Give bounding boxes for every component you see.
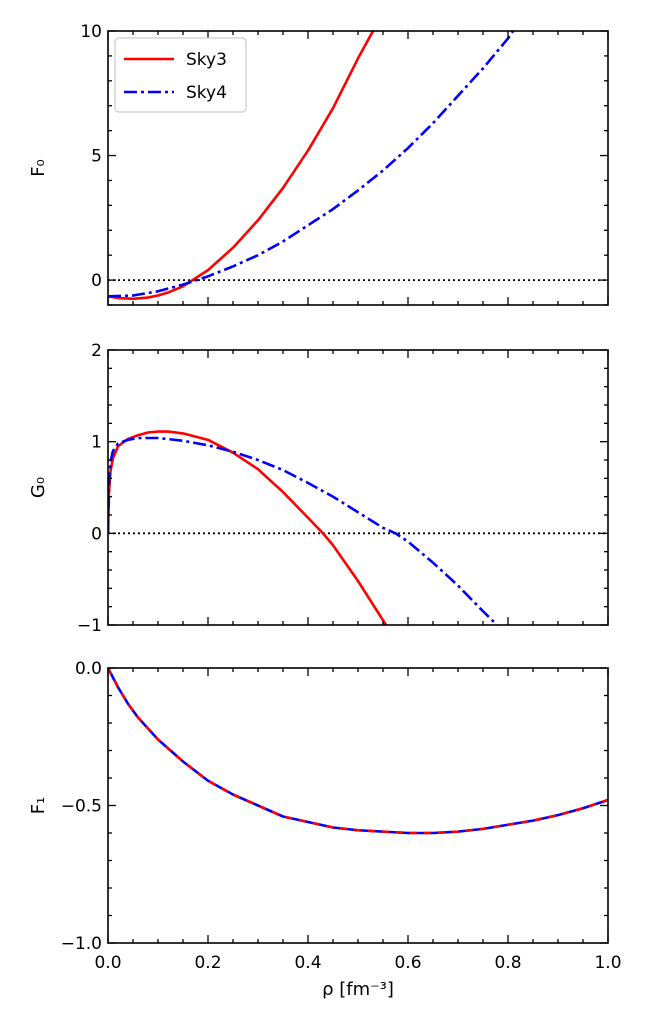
y-tick-label: 2 bbox=[91, 341, 102, 361]
legend-label-sky3: Sky3 bbox=[186, 50, 227, 70]
panel-G0: 2 1 0 −1 G₀ bbox=[28, 341, 609, 636]
y-tick-label: 0 bbox=[91, 524, 102, 544]
y-tick-label: 5 bbox=[91, 147, 102, 167]
panel-F0: 10 5 0 F₀ bbox=[28, 22, 609, 306]
legend-label-sky4: Sky4 bbox=[186, 83, 227, 103]
series-line-sky3-F1 bbox=[108, 668, 608, 835]
y-tick-label: −0.5 bbox=[61, 797, 102, 817]
y-tick-label: −1 bbox=[77, 616, 102, 636]
panel-F1: 0.0 −0.5 −1.0 F₁ bbox=[28, 659, 609, 954]
plot-frame-G0 bbox=[107, 349, 609, 626]
series-line-sky4-F0 bbox=[108, 31, 515, 298]
series-line-sky4-F1 bbox=[108, 668, 608, 835]
y-tick-label: 0.0 bbox=[75, 659, 102, 679]
x-tick-label: 0.6 bbox=[394, 953, 421, 973]
panel-curves-F0 bbox=[108, 31, 515, 301]
y-tick-label: 10 bbox=[80, 22, 102, 42]
series-line-sky4-G0 bbox=[108, 436, 498, 625]
y-axis-label: F₁ bbox=[28, 797, 49, 815]
series-line-sky3-F0 bbox=[108, 31, 375, 301]
x-tick-label: 0.4 bbox=[294, 953, 321, 973]
series-line-sky3-G0 bbox=[108, 430, 388, 625]
x-tick-label: 0.2 bbox=[194, 953, 221, 973]
x-tick-label: 1.0 bbox=[594, 953, 621, 973]
legend: Sky3 Sky4 bbox=[114, 37, 247, 113]
x-tick-label: 0.0 bbox=[94, 953, 121, 973]
panel-curves-F1 bbox=[108, 668, 608, 835]
plot-frame-F1 bbox=[107, 667, 609, 944]
y-tick-label: 1 bbox=[91, 433, 102, 453]
y-axis-label: G₀ bbox=[28, 477, 49, 498]
y-tick-label: 0 bbox=[91, 271, 102, 291]
legend-box bbox=[114, 37, 247, 113]
x-tick-label: 0.8 bbox=[494, 953, 521, 973]
y-axis-label: F₀ bbox=[28, 159, 49, 177]
x-axis-label: ρ [fm⁻³] bbox=[322, 979, 394, 1000]
panel-curves-G0 bbox=[108, 430, 498, 625]
y-tick-label: −1.0 bbox=[61, 934, 102, 954]
